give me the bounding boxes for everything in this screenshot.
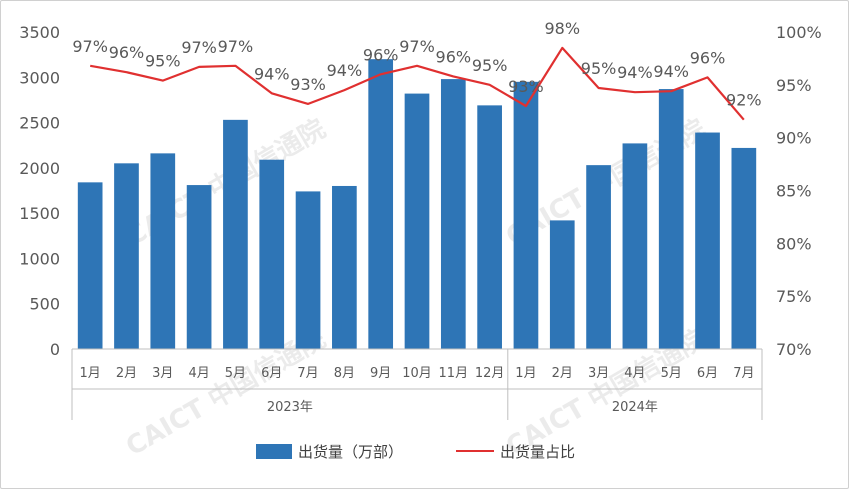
group-label: 2023年	[267, 400, 313, 415]
point-label: 93%	[508, 77, 544, 96]
line-series	[90, 46, 745, 121]
point-label: 98%	[544, 19, 580, 38]
x-tick-label: 4月	[624, 366, 645, 381]
left-tick-label: 500	[29, 295, 60, 314]
left-tick-label: 0	[50, 340, 60, 359]
x-tick-label: 10月	[402, 366, 432, 381]
point-label: 96%	[690, 48, 726, 67]
legend-swatch-bar	[256, 444, 292, 459]
right-tick-label: 95%	[776, 76, 812, 95]
left-tick-label: 3500	[19, 23, 60, 42]
x-axis: 1月 2月 3月 4月 5月 6月 7月 8月 9月 10月 11月 12月 1月 2月 3月 4月 5月 6月 7…	[71, 348, 763, 420]
x-tick-label: 4月	[188, 366, 209, 381]
point-label: 97%	[399, 37, 435, 56]
x-tick-label: 11月	[439, 366, 469, 381]
x-tick-label: 9月	[370, 366, 391, 381]
point-label: 97%	[181, 38, 217, 57]
point-label: 94%	[617, 63, 653, 82]
point-label: 95%	[581, 59, 617, 78]
x-tick-label: 2月	[552, 366, 573, 381]
bar	[477, 105, 502, 349]
bar	[223, 119, 248, 350]
x-tick-label: 3月	[152, 366, 173, 381]
x-tick-label: 12月	[475, 366, 505, 381]
bar	[658, 89, 684, 349]
point-label: 92%	[726, 91, 762, 110]
x-tick-label: 1月	[80, 366, 101, 381]
left-tick-label: 1000	[19, 249, 60, 268]
bar-series	[77, 59, 757, 350]
right-tick-label: 80%	[776, 234, 812, 253]
bar	[440, 79, 466, 350]
bar	[586, 165, 611, 349]
bar	[731, 147, 757, 349]
x-tick-label: 2月	[116, 366, 137, 381]
bar	[332, 185, 357, 349]
x-tick-label: 8月	[334, 366, 355, 381]
point-label: 97%	[72, 37, 108, 56]
x-tick-label: 5月	[225, 366, 246, 381]
left-tick-label: 2000	[19, 159, 60, 178]
bar	[549, 220, 575, 349]
point-label: 96%	[109, 43, 145, 62]
left-axis: 0 500 1000 1500 2000 2500 3000 3500	[19, 23, 60, 359]
right-tick-label: 85%	[776, 182, 812, 201]
x-tick-label: 3月	[588, 366, 609, 381]
point-label: 96%	[436, 47, 472, 66]
x-tick-label: 7月	[297, 366, 318, 381]
bar	[186, 185, 212, 349]
legend-label-line: 出货量占比	[500, 443, 575, 461]
point-label: 94%	[254, 64, 290, 83]
right-tick-label: 100%	[776, 23, 822, 42]
right-tick-label: 75%	[776, 287, 812, 306]
x-tick-label: 6月	[697, 366, 718, 381]
point-label: 93%	[290, 75, 326, 94]
point-label: 96%	[363, 45, 399, 64]
x-tick-label: 1月	[515, 366, 536, 381]
point-label: 94%	[327, 61, 363, 80]
right-axis: 70% 75% 80% 85% 90% 95% 100%	[776, 23, 822, 359]
bar	[622, 143, 648, 349]
left-tick-label: 2500	[19, 114, 60, 133]
group-label: 2024年	[612, 400, 658, 415]
x-tick-label: 5月	[661, 366, 682, 381]
point-labels: 97% 96% 95%97% 97%94%93%94%96% 97%96% 95%93%9…	[72, 19, 761, 110]
legend-label-bar: 出货量（万部）	[298, 443, 403, 461]
bar	[77, 182, 103, 349]
bar	[368, 59, 394, 350]
left-tick-label: 1500	[19, 204, 60, 223]
bar	[150, 153, 176, 349]
bar	[114, 163, 139, 349]
point-label: 94%	[653, 62, 689, 81]
point-label: 95%	[145, 52, 181, 71]
bar	[404, 93, 430, 350]
legend: 出货量（万部） 出货量占比	[256, 443, 575, 461]
bar	[295, 191, 321, 349]
bar	[513, 81, 539, 350]
point-label: 97%	[218, 37, 254, 56]
point-label: 95%	[472, 56, 508, 75]
left-tick-label: 3000	[19, 68, 60, 87]
bar	[695, 132, 720, 349]
right-tick-label: 90%	[776, 129, 812, 148]
x-tick-label: 7月	[733, 366, 754, 381]
x-tick-label: 6月	[261, 366, 282, 381]
right-tick-label: 70%	[776, 340, 812, 359]
bar	[259, 159, 285, 349]
